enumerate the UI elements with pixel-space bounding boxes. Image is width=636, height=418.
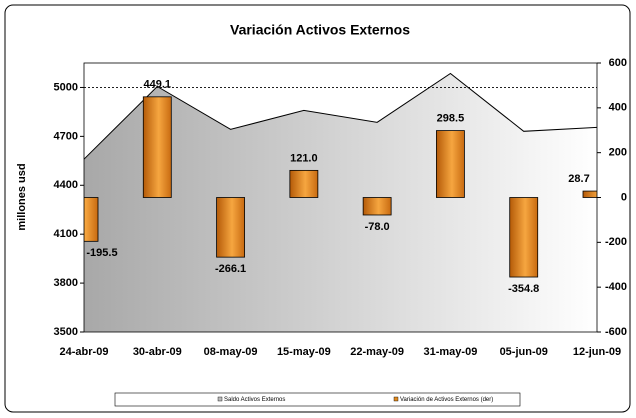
- bar: [289, 169, 319, 198]
- bar: [84, 197, 99, 242]
- y-tick-label: 3800: [54, 277, 78, 289]
- y2-tick-label: 0: [621, 191, 627, 203]
- y-tick-label: 4100: [54, 228, 78, 240]
- x-tick-label: 12-jun-09: [573, 346, 621, 358]
- x-tick-label: 30-abr-09: [133, 346, 182, 358]
- x-tick-label: 22-may-09: [350, 346, 404, 358]
- area: [84, 73, 597, 332]
- legend-label: Variación de Activos Externos (der): [400, 397, 493, 403]
- data-label: 298.5: [437, 112, 465, 124]
- y-tick-label: 5000: [54, 81, 78, 93]
- data-label: -266.1: [215, 263, 246, 275]
- x-tick-label: 15-may-09: [277, 346, 331, 358]
- y-tick-label: 4400: [54, 179, 78, 191]
- bar: [142, 96, 172, 198]
- x-tick-label: 24-abr-09: [60, 346, 109, 358]
- y-tick-label: 3500: [54, 326, 78, 338]
- data-label: -354.8: [508, 283, 539, 295]
- legend: [114, 392, 521, 407]
- y2-tick-label: -600: [605, 326, 627, 338]
- data-label: 28.7: [568, 173, 589, 185]
- legend-swatch: [217, 396, 223, 402]
- y2-tick-label: -200: [605, 236, 627, 248]
- data-label: 121.0: [290, 152, 318, 164]
- x-tick-label: 05-jun-09: [500, 346, 548, 358]
- y-tick-label: 4700: [54, 130, 78, 142]
- x-tick-label: 08-may-09: [204, 346, 258, 358]
- line: [84, 72, 597, 160]
- data-label: -78.0: [365, 221, 390, 233]
- legend-swatch: [393, 396, 399, 402]
- bar: [509, 197, 539, 278]
- bar: [436, 130, 465, 198]
- y2-tick-label: 600: [609, 57, 627, 69]
- y-axis-label: millones usd: [16, 163, 28, 230]
- bar: [216, 197, 245, 258]
- data-label: 449.1: [144, 79, 172, 91]
- bar: [362, 197, 392, 216]
- y2-tick-label: -400: [605, 281, 627, 293]
- y2-tick-label: 400: [609, 102, 627, 114]
- data-label: -195.5: [86, 247, 117, 259]
- bar: [582, 190, 597, 198]
- y2-tick-label: 200: [609, 147, 627, 159]
- x-tick-label: 31-may-09: [424, 346, 478, 358]
- legend-label: Saldo Activos Externos: [224, 397, 285, 403]
- chart-title: Variación Activos Externos: [230, 22, 410, 38]
